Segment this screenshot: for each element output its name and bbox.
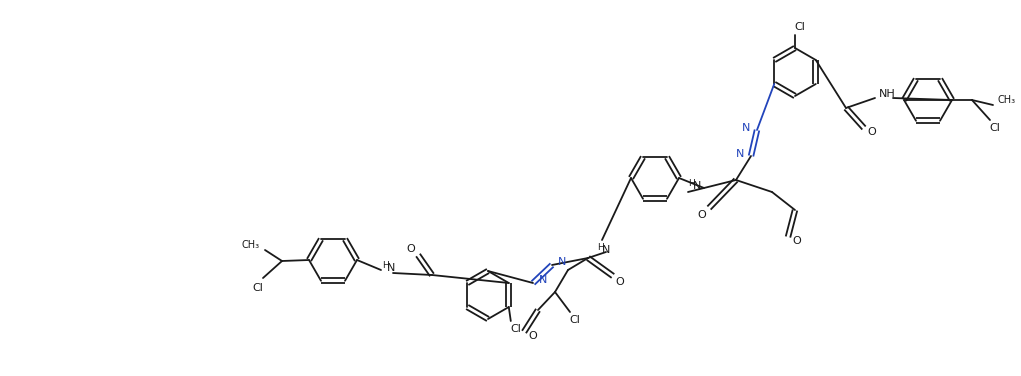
Text: O: O — [616, 277, 625, 287]
Text: O: O — [868, 127, 876, 137]
Text: CH₃: CH₃ — [242, 240, 260, 250]
Text: O: O — [792, 236, 801, 246]
Text: H: H — [687, 179, 694, 188]
Text: O: O — [529, 331, 537, 341]
Text: N: N — [736, 149, 744, 159]
Text: N: N — [742, 123, 750, 133]
Text: Cl: Cl — [252, 283, 263, 293]
Text: Cl: Cl — [510, 324, 522, 334]
Text: N: N — [539, 275, 547, 285]
Text: O: O — [697, 210, 707, 220]
Text: CH₃: CH₃ — [998, 95, 1016, 105]
Text: N: N — [387, 263, 395, 273]
Text: Cl: Cl — [794, 22, 806, 32]
Text: N: N — [693, 181, 701, 191]
Text: O: O — [406, 244, 416, 254]
Text: H: H — [596, 244, 603, 253]
Text: Cl: Cl — [989, 123, 1001, 133]
Text: N: N — [601, 245, 611, 255]
Text: NH: NH — [879, 89, 895, 99]
Text: H: H — [382, 261, 388, 270]
Text: N: N — [557, 257, 567, 267]
Text: Cl: Cl — [570, 315, 580, 325]
